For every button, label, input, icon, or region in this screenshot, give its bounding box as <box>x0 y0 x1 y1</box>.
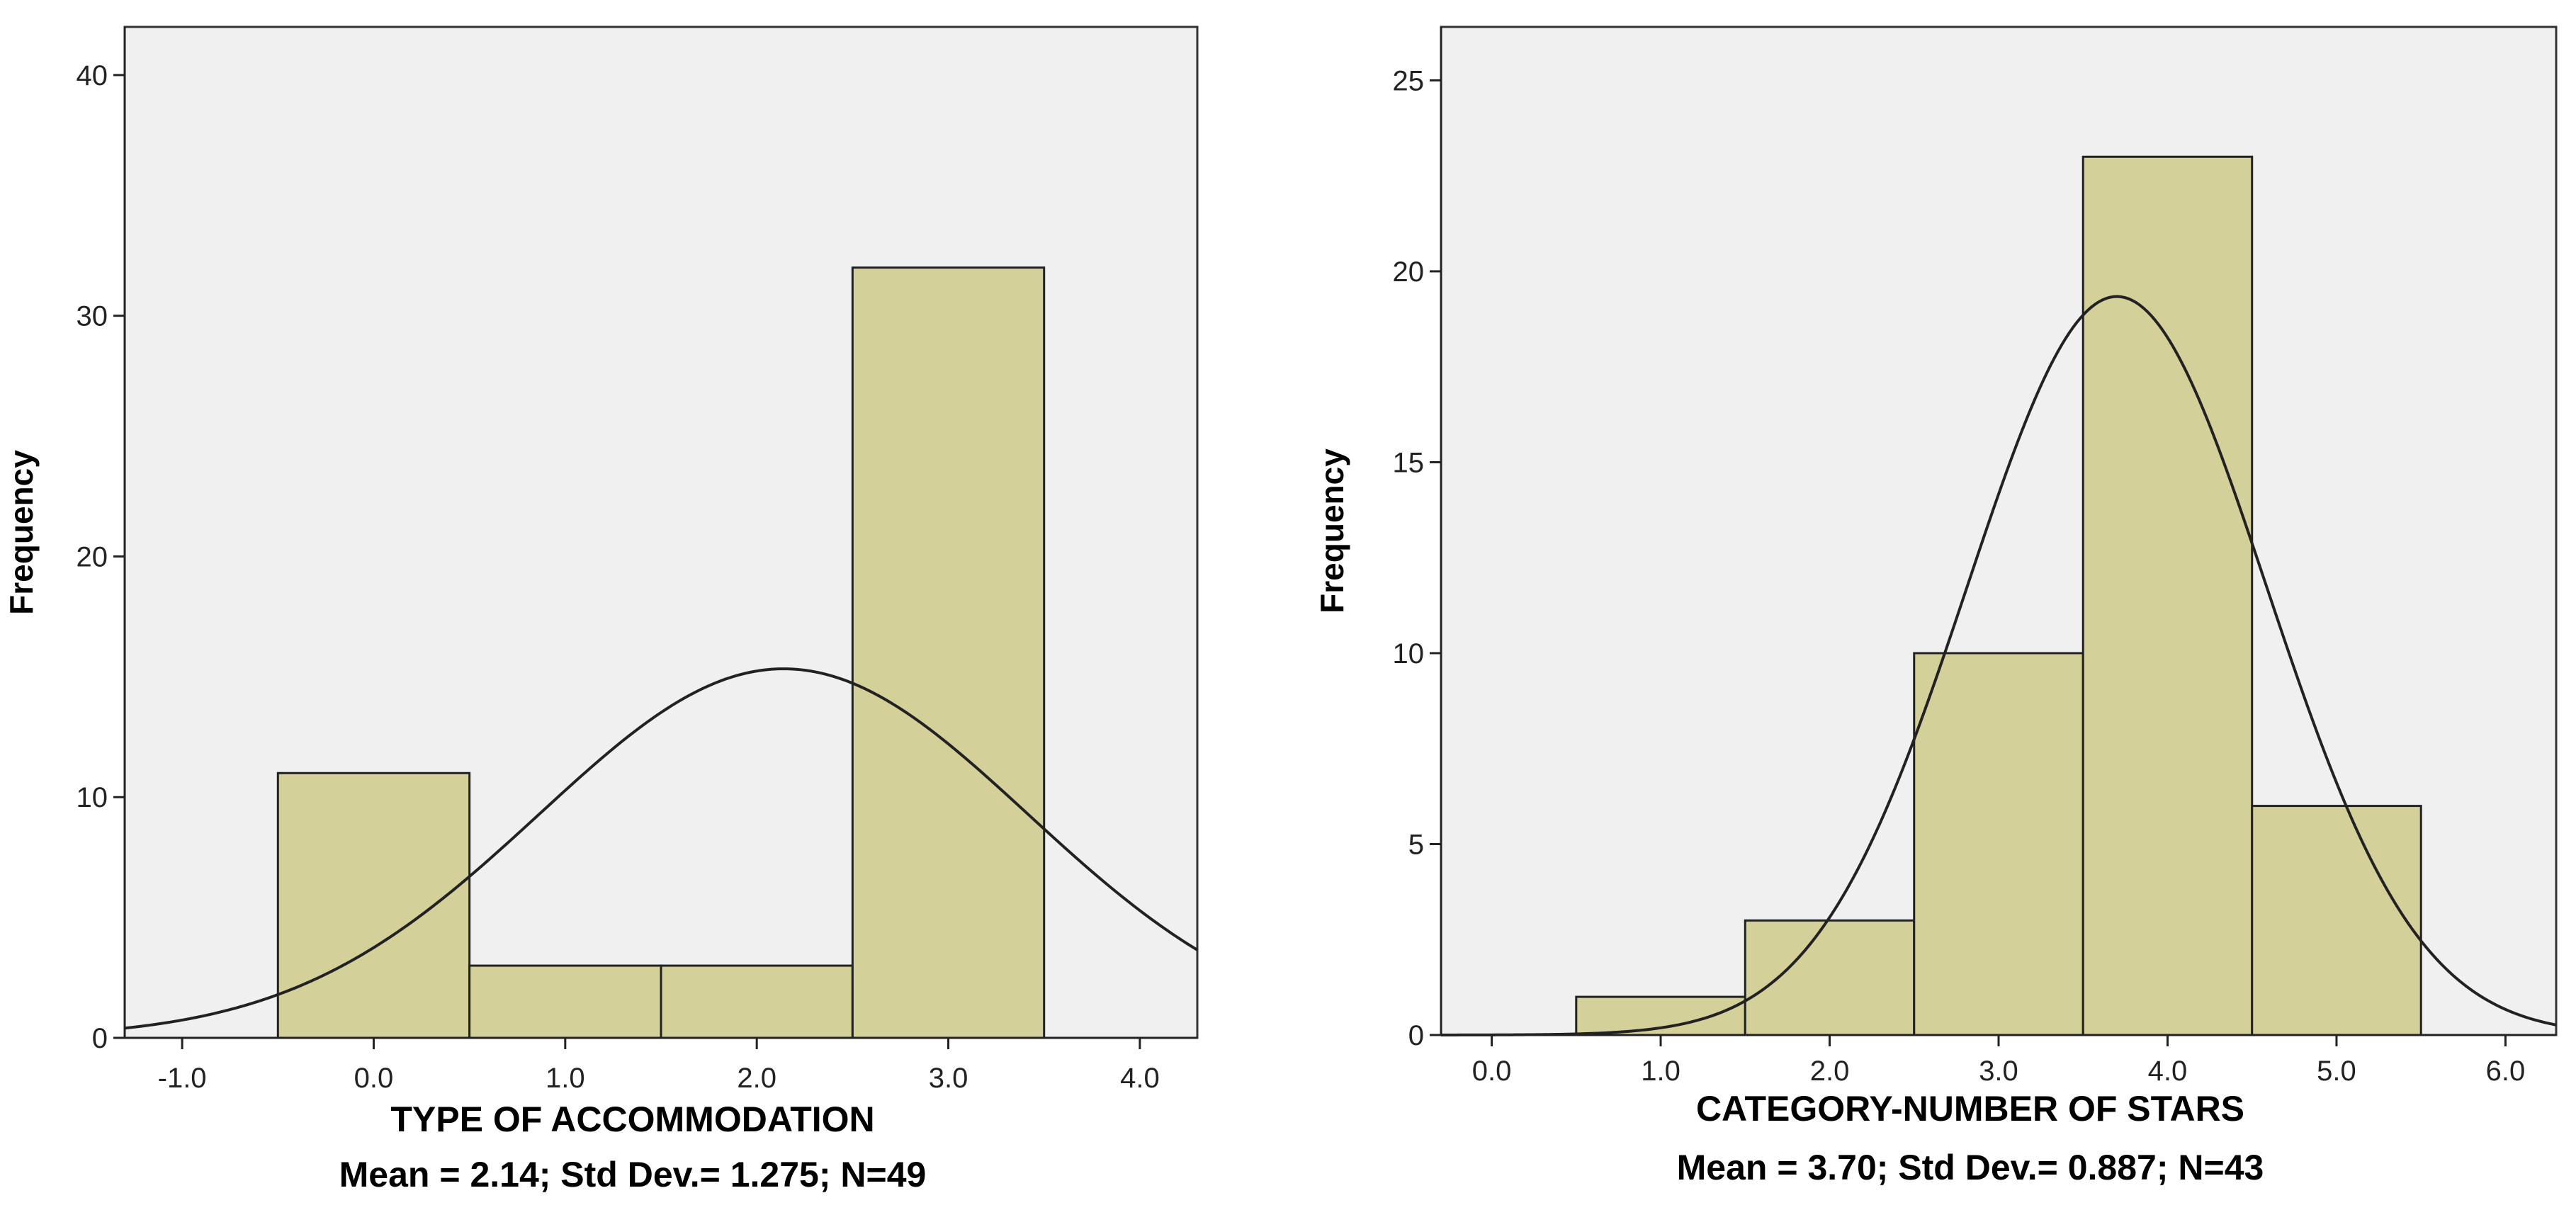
x-axis-title: TYPE OF ACCOMMODATION <box>390 1099 874 1139</box>
stats-label: Mean = 3.70; Std Dev.= 0.887; N=43 <box>1677 1148 2264 1187</box>
y-tick-label: 20 <box>1393 256 1425 288</box>
y-tick-label: 10 <box>1393 638 1425 669</box>
histogram-bar <box>851 266 1046 1039</box>
x-tick-label: 0.0 <box>354 1063 394 1094</box>
chart-type-of-accommodation: 0 10 20 30 40 -1.0 0.0 1.0 2.0 3.0 4.0 Frequency TYP… <box>3 26 1199 1194</box>
chart-category-number-of-stars: 0 5 10 15 20 25 0.0 1.0 2.0 3.0 4.0 5.0 6.0 Frequency… <box>1314 26 2558 1187</box>
y-tick-label: 40 <box>77 60 108 91</box>
histogram-bar <box>660 964 854 1039</box>
y-tick-label: 20 <box>77 541 108 572</box>
y-axis-title: Frequency <box>1314 448 1350 614</box>
histogram-bar <box>2251 805 2422 1036</box>
x-tick-label: 2.0 <box>1810 1056 1850 1087</box>
histogram-bar <box>2081 155 2254 1036</box>
y-tick-label: 15 <box>1393 447 1425 478</box>
stats-label: Mean = 2.14; Std Dev.= 1.275; N=49 <box>339 1155 927 1194</box>
x-axis-title: CATEGORY-NUMBER OF STARS <box>1696 1089 2244 1129</box>
y-tick-label: 5 <box>1408 829 1424 860</box>
x-tick-label: 1.0 <box>1641 1056 1680 1087</box>
y-tick-label: 10 <box>77 782 108 813</box>
x-tick-label: 4.0 <box>1120 1063 1160 1094</box>
histogram-bar <box>276 771 471 1039</box>
x-tick-label: 4.0 <box>2148 1056 2188 1087</box>
y-axis-title: Frequency <box>3 450 40 615</box>
normal-curve <box>1441 295 2557 1036</box>
histogram-bar <box>1744 919 1916 1036</box>
histogram-bar <box>468 964 662 1039</box>
y-tick-label: 30 <box>77 301 108 332</box>
x-tick-label: -1.0 <box>158 1063 207 1094</box>
histogram-bar <box>1575 995 1746 1036</box>
x-tick-label: 3.0 <box>929 1063 968 1094</box>
x-tick-label: 5.0 <box>2317 1056 2356 1087</box>
y-tick-label: 25 <box>1393 65 1425 96</box>
x-tick-label: 0.0 <box>1472 1056 1512 1087</box>
x-tick-label: 6.0 <box>2486 1056 2526 1087</box>
x-tick-label: 2.0 <box>737 1063 776 1094</box>
normal-curve <box>124 667 1199 1030</box>
y-tick-label: 0 <box>92 1023 108 1054</box>
x-tick-label: 3.0 <box>1979 1056 2018 1087</box>
x-tick-label: 1.0 <box>546 1063 585 1094</box>
histogram-bar <box>1913 652 2084 1036</box>
y-tick-label: 0 <box>1408 1020 1424 1051</box>
